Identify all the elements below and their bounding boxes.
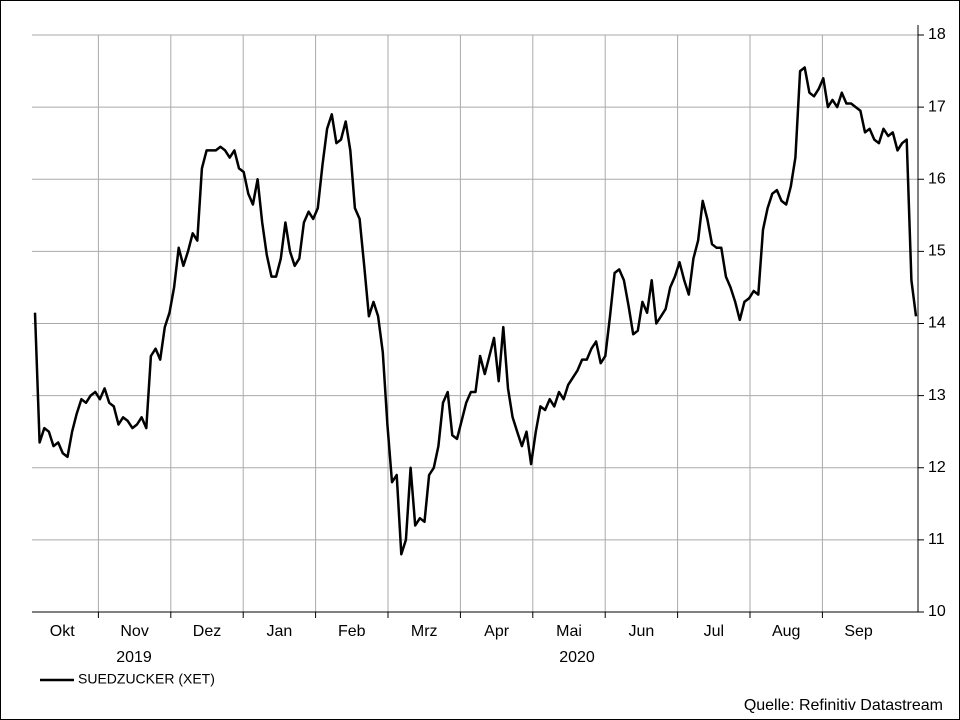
x-tick-label: Dez [193, 623, 221, 640]
y-tick-label: 18 [928, 26, 946, 43]
y-tick-label: 12 [928, 459, 946, 476]
x-tick-label: Jun [629, 623, 655, 640]
x-tick-label: Aug [772, 623, 800, 640]
y-tick-label: 11 [928, 531, 945, 548]
year-label: 2019 [116, 649, 152, 666]
x-tick-label: Feb [338, 623, 366, 640]
year-label: 2020 [559, 649, 595, 666]
y-tick-label: 10 [928, 603, 946, 620]
x-tick-label: Apr [484, 623, 510, 640]
y-tick-label: 17 [928, 98, 946, 115]
x-tick-label: Sep [844, 623, 873, 640]
y-tick-label: 15 [928, 243, 946, 260]
x-tick-label: Nov [120, 623, 148, 640]
y-tick-label: 14 [928, 315, 946, 332]
y-tick-label: 16 [928, 170, 946, 187]
x-tick-label: Jul [704, 623, 724, 640]
x-tick-label: Mrz [411, 623, 438, 640]
x-tick-label: Jan [267, 623, 293, 640]
legend-label: SUEDZUCKER (XET) [78, 671, 215, 687]
x-tick-label: Okt [50, 623, 75, 640]
x-tick-label: Mai [556, 623, 582, 640]
series-line [33, 66, 918, 556]
source: Quelle: Refinitiv Datastream [744, 697, 943, 714]
y-tick-label: 13 [928, 387, 946, 404]
